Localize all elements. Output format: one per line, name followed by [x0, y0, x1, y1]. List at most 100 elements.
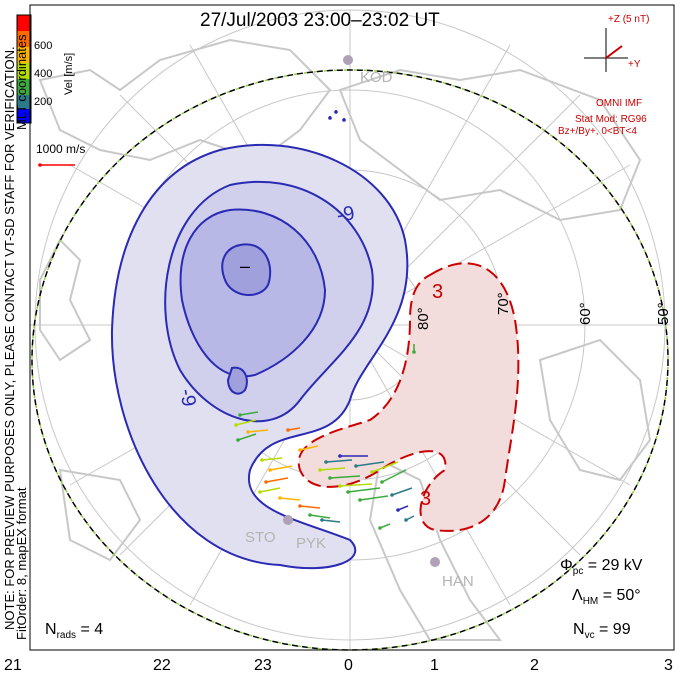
velocity-vector-origin — [342, 118, 346, 122]
velocity-vector-origin — [320, 518, 324, 522]
velocity-vector-origin — [260, 458, 264, 462]
stat-n-vc: Nvc = 99 — [573, 621, 631, 641]
colorbar-segment — [17, 95, 31, 109]
contour-label-neg-side: -9 — [175, 387, 200, 408]
station-markers — [283, 55, 440, 567]
velocity-vector — [391, 487, 413, 496]
velocity-vector — [235, 419, 257, 426]
velocity-vector-origin — [324, 460, 328, 464]
lat-label-60: 60° — [577, 302, 594, 325]
velocity-vector-origin — [234, 423, 238, 427]
velocity-vector — [299, 505, 321, 509]
imf-header: OMNI IMF — [596, 98, 642, 109]
colorbar-tick-400: 400 — [34, 68, 52, 80]
velocity-vector-origin — [358, 498, 362, 502]
velocity-vector-origin — [318, 468, 322, 472]
velocity-vectors — [234, 110, 416, 530]
station-marker-sto — [283, 515, 293, 525]
velocity-vector — [347, 487, 381, 493]
side-note-coordinates: MLT coordinates — [14, 34, 29, 130]
side-note-preview-warning: NOTE: FOR PREVIEW PURPOSES ONLY, PLEASE … — [2, 46, 17, 630]
velocity-vector-origin — [246, 430, 250, 434]
velocity-vector-origin — [328, 116, 332, 120]
station-label-kod: KOD — [360, 69, 393, 86]
velocity-vector — [309, 514, 331, 519]
velocity-vector — [321, 519, 341, 523]
velocity-vector-origin — [396, 508, 400, 512]
velocity-vector-origin — [412, 350, 416, 354]
mlt-label-1: 1 — [430, 657, 439, 674]
positive-cell — [297, 262, 520, 532]
velocity-vector — [261, 457, 283, 461]
station-label-han: HAN — [442, 573, 474, 590]
imf-z-label: +Z (5 nT) — [608, 14, 649, 25]
mlt-axis: 21 22 23 0 1 2 3 — [4, 657, 673, 674]
velocity-vector-origin — [338, 484, 342, 488]
side-note-fitorder: FitOrder: 8, mapEX format — [14, 487, 29, 640]
stat-lambda-hm: ΛHM = 50° — [572, 587, 641, 607]
velocity-vector-origin — [268, 468, 272, 472]
velocity-vector — [359, 495, 389, 501]
velocity-vector-origin — [308, 513, 312, 517]
imf-model-line2: Bz+/By+, 0<BT<4 — [558, 126, 637, 137]
map-frame — [29, 4, 675, 651]
negative-cell — [110, 143, 409, 570]
velocity-vector-origin — [264, 480, 268, 484]
velocity-vector-origin — [298, 504, 302, 508]
velocity-vector-origin — [380, 480, 384, 484]
velocity-vector — [329, 475, 361, 479]
colorbar-segment — [17, 31, 31, 47]
velocity-vector — [299, 445, 319, 451]
mlt-label-2: 2 — [530, 657, 539, 674]
velocity-vector-origin — [334, 110, 338, 114]
colorbar-label: Vel [m/s] — [63, 53, 75, 95]
velocity-vector — [247, 429, 269, 433]
velocity-vector-origin — [238, 413, 242, 417]
velocity-vector-origin — [328, 476, 332, 480]
velocity-vector-origin — [390, 493, 394, 497]
velocity-vector-origin — [236, 438, 240, 442]
station-marker-kod — [343, 55, 353, 65]
vector-scale-label: 1000 m/s — [36, 142, 85, 156]
velocity-vector — [279, 497, 301, 501]
velocity-vector — [239, 411, 259, 416]
lat-label-70: 70° — [495, 292, 512, 315]
mlt-label-0: 0 — [344, 657, 353, 674]
velocity-vector — [355, 461, 385, 467]
velocity-vector-origin — [278, 496, 282, 500]
velocity-vector — [381, 469, 407, 483]
contour-label-pos-top: 3 — [432, 281, 443, 303]
velocity-vector-origin — [258, 490, 262, 494]
station-marker-han — [430, 557, 440, 567]
imf-y-label: +Y — [628, 59, 641, 70]
page-title: 27/Jul/2003 23:00–23:02 UT — [200, 10, 440, 31]
velocity-vector — [259, 487, 281, 493]
station-label-sto: STO — [245, 529, 276, 546]
velocity-vector — [325, 459, 353, 463]
velocity-vector — [339, 483, 373, 487]
station-label-pyk: PYK — [296, 535, 326, 552]
velocity-vector — [287, 427, 301, 431]
stat-phi-pc: Φpc = 29 kV — [560, 557, 643, 577]
velocity-vector-origin — [404, 518, 408, 522]
mlt-label-23: 23 — [254, 657, 272, 674]
contour-label-pos-bottom: 3 — [420, 488, 431, 510]
contour-label-neg-small: – — [240, 256, 250, 276]
velocity-vector-origin — [338, 454, 342, 458]
velocity-vector-origin — [370, 470, 374, 474]
colorbar-segment — [17, 47, 31, 63]
velocity-vector — [319, 467, 346, 471]
velocity-vector-origin — [354, 464, 358, 468]
velocity-vector-origin — [286, 428, 290, 432]
lat-label-50: 50° — [655, 302, 672, 325]
colorbar-segment — [17, 63, 31, 79]
imf-model-line1: Stat Mod: RG96 — [575, 114, 647, 125]
colorbar-tick-200: 200 — [34, 96, 52, 108]
velocity-vector-origin — [378, 526, 382, 530]
vector-scale: 1000 m/s — [36, 142, 85, 167]
colorbar-segment — [17, 109, 31, 123]
lat-label-80: 80° — [415, 307, 432, 330]
velocity-colorbar: 600 400 200 Vel [m/s] — [16, 14, 75, 124]
contour-label-neg-main: -9 — [335, 202, 356, 227]
